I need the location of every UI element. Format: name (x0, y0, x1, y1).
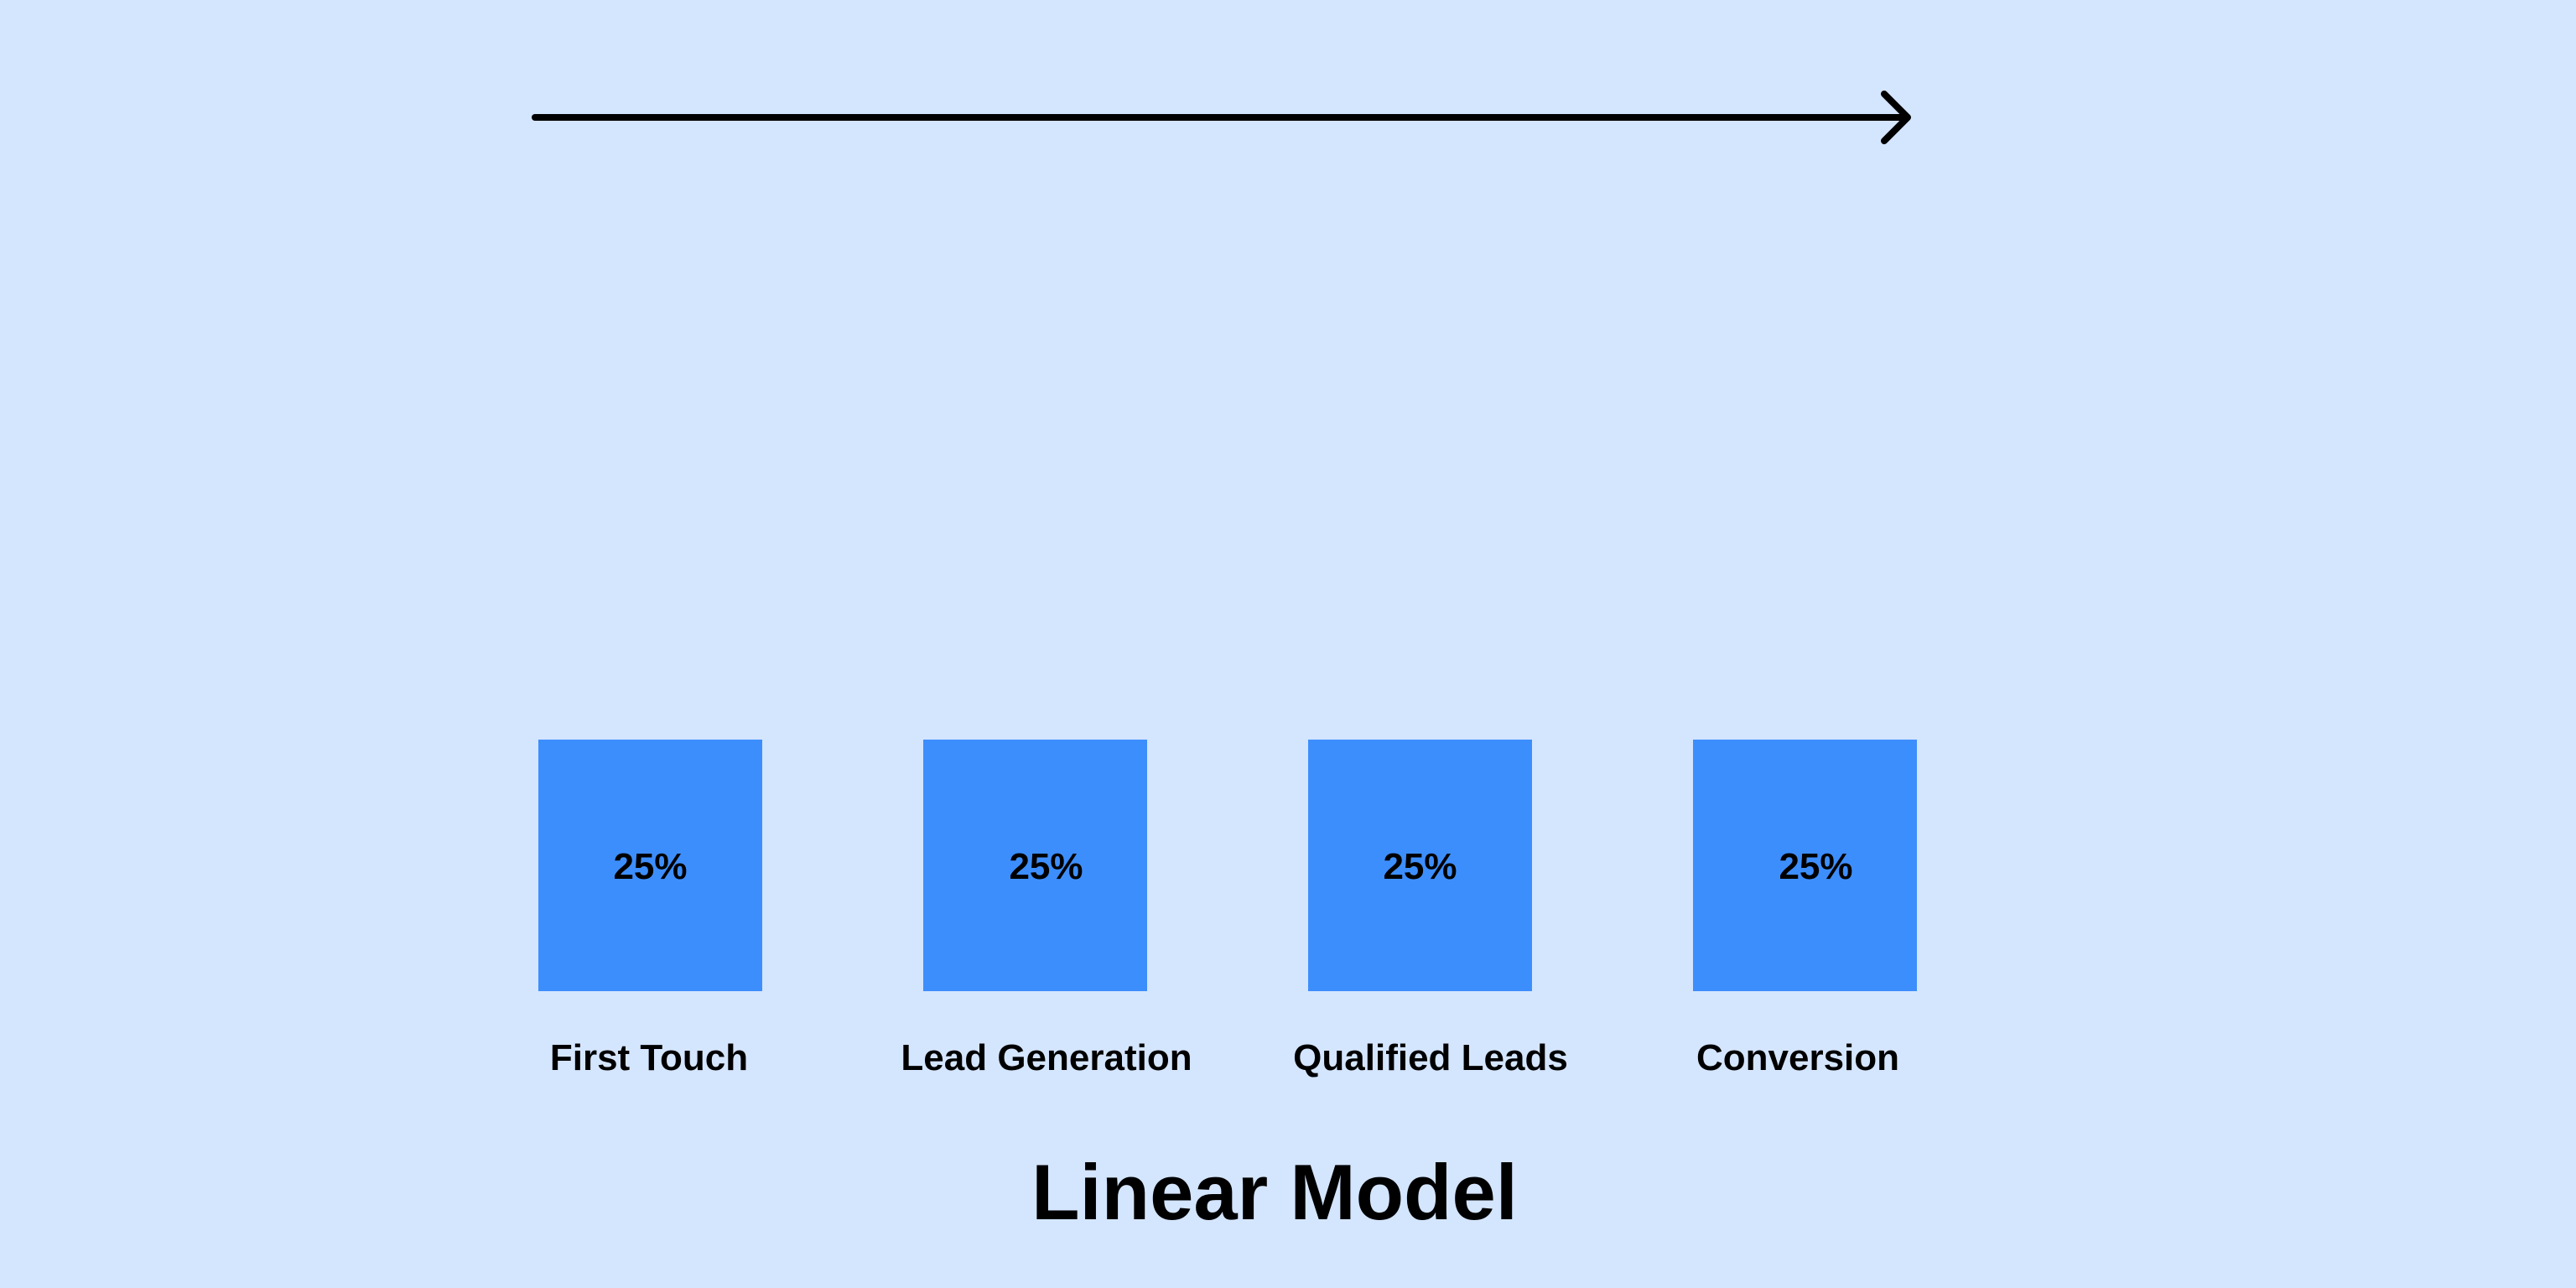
stage-box-lead-generation: 25% (923, 740, 1147, 991)
timeline-arrow-head (1881, 91, 1911, 144)
diagram-title: Linear Model (1031, 1148, 1518, 1236)
stage-box-qualified-leads: 25% (1308, 740, 1532, 991)
stage-label-conversion: Conversion (1696, 1037, 1900, 1078)
stage-label-qualified-leads: Qualified Leads (1293, 1037, 1568, 1078)
stage-label-first-touch: First Touch (549, 1037, 749, 1078)
stage-value-first-touch: 25% (613, 846, 688, 887)
stage-box-first-touch: 25% (538, 740, 762, 991)
stage-value-conversion: 25% (1779, 846, 1853, 887)
stage-value-lead-generation: 25% (1009, 846, 1083, 887)
stage-label-lead-generation: Lead Generation (901, 1037, 1192, 1078)
timeline-arrow-icon (532, 91, 1911, 144)
stage-value-qualified-leads: 25% (1383, 846, 1457, 887)
stage-box-conversion: 25% (1693, 740, 1917, 991)
